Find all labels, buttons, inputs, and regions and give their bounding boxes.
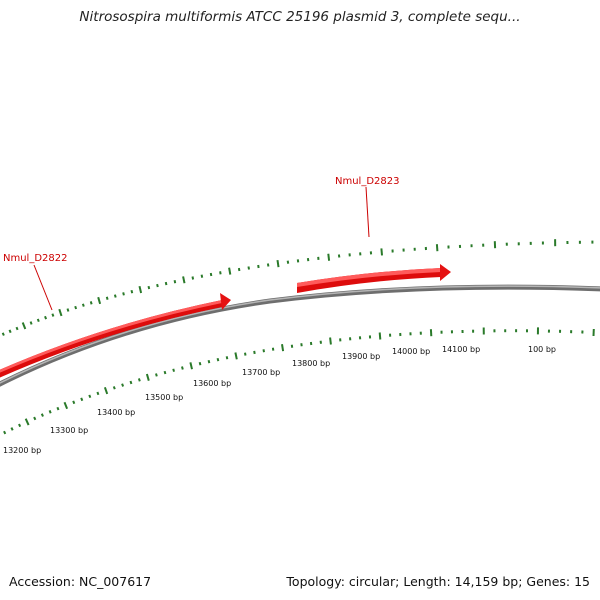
tick-mark xyxy=(63,401,69,410)
gene-arrow-nmul-d2822[interactable] xyxy=(0,293,231,382)
tick-mark xyxy=(276,259,280,268)
tick-mark xyxy=(286,260,290,264)
tick-mark xyxy=(200,274,204,278)
tick-mark xyxy=(40,413,44,417)
tick-mark xyxy=(198,361,202,366)
tick-mark xyxy=(56,406,60,411)
tick-mark xyxy=(209,272,213,277)
scale-label: 13200 bp xyxy=(3,446,41,455)
scale-label: 13900 bp xyxy=(342,352,380,361)
tick-mark xyxy=(262,349,265,353)
tick-mark xyxy=(155,373,158,377)
tick-mark xyxy=(207,359,211,364)
tick-mark xyxy=(3,430,7,435)
tick-mark xyxy=(8,329,12,334)
scale-label: 14000 bp xyxy=(392,347,430,356)
topology-summary: Topology: circular; Length: 14,159 bp; G… xyxy=(286,574,590,589)
tick-mark xyxy=(234,352,238,360)
tick-mark xyxy=(48,410,52,414)
tick-mark xyxy=(18,423,22,428)
gene-label-nmul-d2822[interactable]: Nmul_D2822 xyxy=(3,253,68,264)
tick-mark xyxy=(247,266,250,270)
tick-mark xyxy=(380,248,383,256)
sequence-backbone xyxy=(0,284,600,387)
scale-label: 13300 bp xyxy=(50,426,88,435)
tick-mark xyxy=(145,373,150,381)
tick-mark xyxy=(24,418,30,426)
scale-label: 13400 bp xyxy=(97,408,135,417)
tick-mark xyxy=(113,294,117,298)
tick-mark xyxy=(66,308,70,312)
scale-label: 14100 bp xyxy=(442,345,480,354)
tick-mark xyxy=(121,383,125,387)
tick-mark xyxy=(129,380,133,385)
tick-mark xyxy=(216,357,220,362)
tick-mark xyxy=(225,356,229,360)
tick-mark xyxy=(36,318,40,323)
tick-mark xyxy=(58,308,63,317)
tick-mark xyxy=(122,292,125,296)
inner-tick-ring xyxy=(3,327,595,435)
tick-mark xyxy=(51,313,55,317)
gene-label-leader-nmul-d2822 xyxy=(33,264,53,311)
tick-mark xyxy=(96,391,100,396)
tick-mark xyxy=(189,362,193,370)
tick-mark xyxy=(147,285,151,290)
tick-mark xyxy=(281,344,285,352)
tick-mark xyxy=(89,301,93,305)
tick-mark xyxy=(10,427,14,431)
tick-mark xyxy=(237,267,241,272)
tick-mark xyxy=(72,400,76,405)
tick-mark xyxy=(138,285,143,294)
tick-mark xyxy=(172,368,175,372)
scale-label: 13600 bp xyxy=(193,379,231,388)
tick-mark xyxy=(1,332,5,336)
outer-tick-ring xyxy=(1,239,594,336)
map-title: Nitrosospira multiformis ATCC 25196 plas… xyxy=(79,9,521,25)
tick-mark xyxy=(33,416,37,421)
tick-mark xyxy=(181,366,184,370)
sequence-backbone-highlight xyxy=(0,285,600,384)
tick-mark xyxy=(435,244,439,252)
scale-label: 13500 bp xyxy=(145,393,183,402)
tick-mark xyxy=(21,322,27,330)
tick-mark xyxy=(29,321,33,325)
tick-mark xyxy=(81,303,85,307)
tick-mark xyxy=(137,378,141,382)
gene-label-leader-nmul-d2823 xyxy=(365,186,370,238)
tick-mark xyxy=(228,267,232,275)
tick-mark xyxy=(80,397,84,402)
tick-mark xyxy=(253,350,256,355)
tick-mark xyxy=(244,352,247,356)
tick-mark xyxy=(173,280,177,284)
tick-mark xyxy=(130,289,134,294)
scale-labels: 13200 bp 13300 bp 13400 bp 13500 bp 1360… xyxy=(3,345,556,455)
tick-mark xyxy=(103,386,109,395)
scale-label: 13700 bp xyxy=(242,368,280,377)
tick-mark xyxy=(164,281,168,286)
tick-mark xyxy=(97,296,102,305)
tick-mark xyxy=(156,283,159,288)
scale-label: 13800 bp xyxy=(292,359,330,368)
tick-mark xyxy=(105,296,109,300)
tick-mark xyxy=(163,370,167,375)
tick-mark xyxy=(88,394,92,399)
accession-label: Accession: NC_007617 xyxy=(9,574,152,589)
tick-mark xyxy=(74,305,78,310)
tick-mark xyxy=(219,271,222,275)
tick-mark xyxy=(112,386,116,390)
tick-mark xyxy=(182,276,186,284)
tick-mark xyxy=(378,332,382,340)
tick-mark xyxy=(327,253,331,261)
tick-mark xyxy=(191,276,195,280)
gene-arrow-nmul-d2823[interactable] xyxy=(297,264,451,293)
tick-mark xyxy=(266,263,270,267)
tick-mark xyxy=(329,337,332,345)
tick-mark xyxy=(15,326,19,331)
gene-label-nmul-d2823[interactable]: Nmul_D2823 xyxy=(335,176,400,187)
scale-label: 100 bp xyxy=(528,345,556,354)
tick-mark xyxy=(44,315,48,320)
